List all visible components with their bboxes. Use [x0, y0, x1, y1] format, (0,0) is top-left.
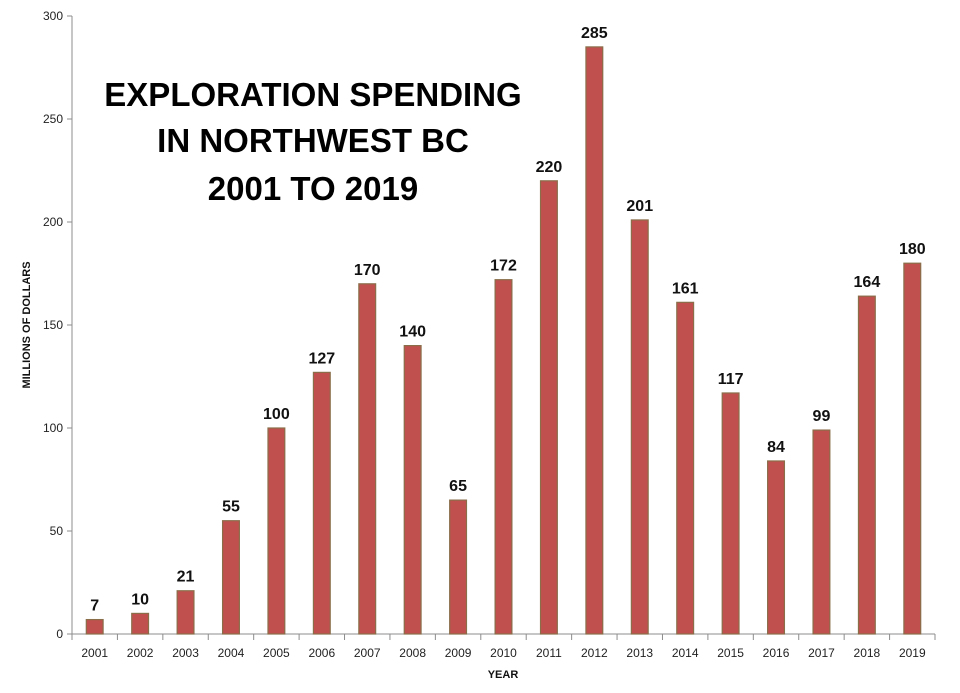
x-tick-label: 2016	[763, 646, 790, 660]
y-tick-label: 200	[43, 215, 63, 229]
x-tick-label: 2005	[263, 646, 290, 660]
x-tick-label: 2004	[218, 646, 245, 660]
chart-title-line-2: IN NORTHWEST BC	[157, 122, 469, 159]
data-label-2002: 10	[131, 591, 149, 608]
bar-2008	[403, 345, 422, 635]
bar-2010	[494, 279, 513, 635]
bar-2017	[812, 429, 831, 635]
bar-2005	[267, 427, 286, 635]
bar-2002	[131, 612, 150, 635]
data-label-2012: 285	[581, 25, 608, 42]
data-label-2017: 99	[813, 408, 831, 425]
x-tick-label: 2012	[581, 646, 608, 660]
x-tick-label: 2017	[808, 646, 835, 660]
x-tick-label: 2019	[899, 646, 926, 660]
x-tick-label: 2009	[445, 646, 472, 660]
chart-title-line-3: 2001 TO 2019	[208, 170, 418, 207]
x-tick-label: 2002	[127, 646, 154, 660]
y-axis: 0 50 100 150 200 250 300	[43, 9, 73, 641]
bar-2014	[676, 301, 695, 635]
bar-2001	[85, 618, 104, 635]
data-label-2010: 172	[490, 258, 517, 275]
y-tick-label: 50	[50, 524, 64, 538]
data-label-2006: 127	[308, 350, 335, 367]
data-label-2015: 117	[718, 371, 744, 388]
data-label-2008: 140	[399, 324, 426, 341]
y-tick-label: 300	[43, 9, 63, 23]
bar-2004	[221, 520, 240, 635]
data-labels: 7 10 21 55 100 127 170 140 65 172 220 285 201 161 117 8…	[90, 25, 925, 615]
data-label-2007: 170	[354, 262, 381, 279]
x-tick-label: 2011	[536, 646, 562, 660]
data-label-2019: 180	[899, 241, 926, 258]
data-label-2005: 100	[263, 406, 290, 423]
data-label-2018: 164	[854, 274, 881, 291]
x-tick-label: 2010	[490, 646, 517, 660]
bar-series	[85, 46, 922, 635]
chart-title: EXPLORATION SPENDING IN NORTHWEST BC 200…	[104, 76, 521, 207]
bar-2013	[630, 219, 649, 635]
x-axis: 2001 2002 2003 2004 2005 2006 2007 2008 2009 2010…	[71, 633, 936, 660]
bar-2019	[903, 262, 922, 635]
data-label-2016: 84	[767, 439, 785, 456]
bar-2015	[721, 392, 740, 635]
data-label-2013: 201	[626, 198, 653, 215]
y-tick-label: 150	[43, 318, 63, 332]
x-tick-label: 2018	[854, 646, 881, 660]
x-tick-label: 2015	[717, 646, 744, 660]
bar-2009	[449, 499, 468, 635]
x-tick-label: 2001	[81, 646, 108, 660]
x-tick-label: 2013	[626, 646, 653, 660]
x-tick-label: 2003	[172, 646, 199, 660]
x-tick-label: 2006	[308, 646, 335, 660]
data-label-2003: 21	[177, 569, 195, 586]
bar-2011	[539, 180, 558, 635]
chart-title-line-1: EXPLORATION SPENDING	[104, 76, 521, 113]
x-axis-label: YEAR	[488, 669, 519, 681]
data-label-2011: 220	[536, 159, 563, 176]
bar-2007	[358, 283, 377, 635]
bar-2006	[312, 371, 331, 635]
data-label-2009: 65	[449, 478, 467, 495]
data-label-2014: 161	[672, 280, 699, 297]
x-tick-label: 2007	[354, 646, 381, 660]
y-tick-label: 100	[43, 421, 63, 435]
bar-2016	[767, 460, 786, 635]
x-tick-label: 2008	[399, 646, 426, 660]
x-tick-label: 2014	[672, 646, 699, 660]
data-label-2004: 55	[222, 499, 240, 516]
bar-2012	[585, 46, 604, 635]
bar-2003	[176, 590, 195, 635]
y-axis-label: MILLIONS OF DOLLARS	[21, 261, 33, 388]
y-tick-label: 250	[43, 112, 63, 126]
data-label-2001: 7	[90, 598, 99, 615]
bar-2018	[857, 295, 876, 635]
y-tick-label: 0	[56, 627, 63, 641]
